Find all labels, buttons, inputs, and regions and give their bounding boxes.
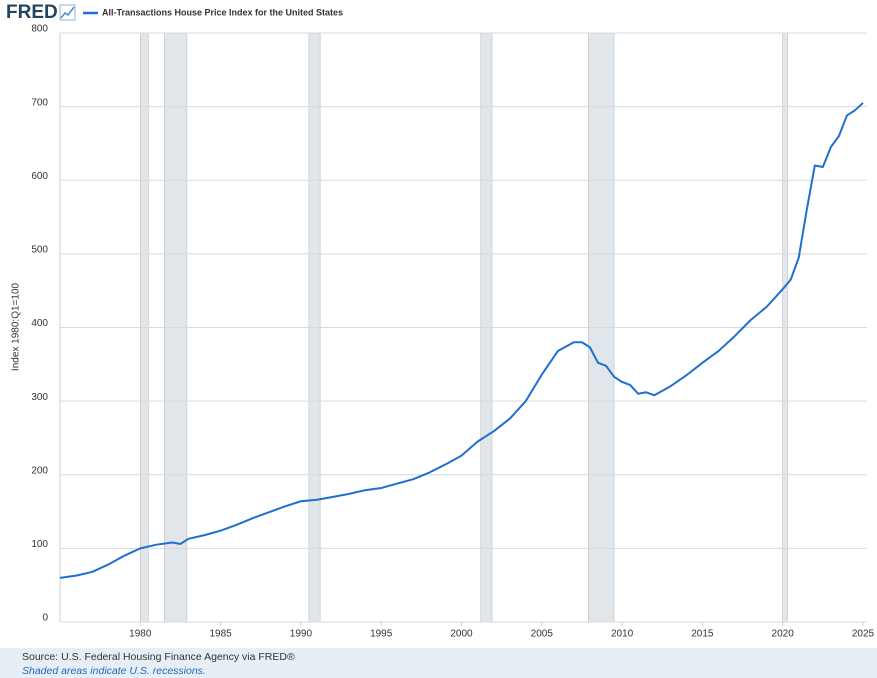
recession-note[interactable]: Shaded areas indicate U.S. recessions. [22,665,206,677]
y-axis-label: Index 1980:Q1=100 [11,283,22,372]
y-tick-label: 200 [31,465,48,476]
footer-band [0,648,877,678]
y-tick-label: 400 [31,318,48,329]
y-tick-label: 100 [31,539,48,550]
data-line [59,102,864,579]
legend-label: All-Transactions House Price Index for t… [102,7,343,17]
x-tick-label: 1990 [290,629,313,640]
x-tick-label: 1995 [370,629,393,640]
x-tick-label: 1980 [129,629,152,640]
y-tick-label: 0 [42,613,48,624]
x-tick-label: 2000 [450,629,473,640]
y-tick-label: 600 [31,171,48,182]
x-tick-label: 1985 [209,629,232,640]
y-tick-label: 700 [31,97,48,108]
y-tick-label: 800 [31,24,48,35]
x-tick-label: 2020 [772,629,795,640]
plot-area [59,32,867,626]
source-note: Source: U.S. Federal Housing Finance Age… [22,651,295,663]
brand-logo[interactable]: FRED [6,2,58,23]
x-tick-label: 2005 [531,629,554,640]
x-tick-label: 2025 [852,629,875,640]
x-tick-label: 2015 [691,629,714,640]
x-tick-label: 2010 [611,629,634,640]
y-tick-label: 300 [31,392,48,403]
brand-icon [59,4,76,21]
y-tick-label: 500 [31,245,48,256]
